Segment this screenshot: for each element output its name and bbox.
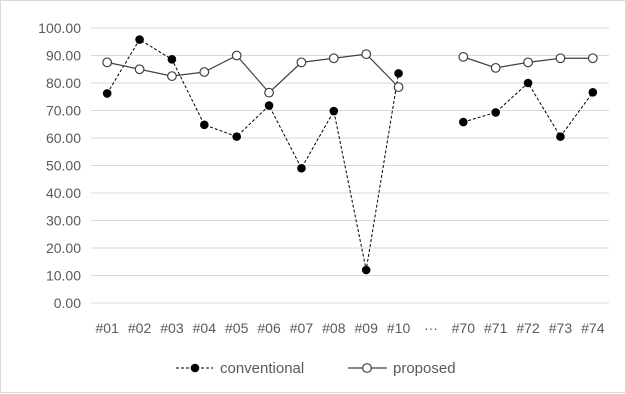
grid-lines — [91, 27, 609, 304]
series-group — [102, 35, 598, 275]
y-tick-label: 30.00 — [46, 213, 81, 229]
conventional-point — [102, 89, 112, 98]
x-tick-label: #03 — [160, 320, 184, 336]
y-tick-label: 80.00 — [46, 75, 81, 91]
y-tick-label: 90.00 — [46, 48, 81, 64]
conventional-line-segment-1 — [463, 82, 594, 138]
x-tick-label: #10 — [387, 320, 411, 336]
proposed-point — [199, 67, 210, 77]
conventional-point — [297, 163, 306, 173]
proposed-point — [555, 53, 566, 64]
legend-proposed-marker — [362, 363, 372, 373]
x-tick-label: #04 — [193, 320, 217, 336]
y-tick-label: 100.00 — [38, 20, 81, 36]
conventional-point — [491, 108, 500, 117]
x-tick-label: #05 — [225, 320, 249, 336]
x-tick-label: #70 — [452, 320, 476, 336]
x-tick-label: ··· — [424, 320, 438, 336]
legend-proposed-label: proposed — [393, 360, 456, 377]
proposed-point — [134, 64, 145, 75]
y-tick-label: 70.00 — [46, 103, 81, 119]
proposed-point — [167, 71, 177, 82]
proposed-point — [328, 53, 339, 64]
x-tick-label: #02 — [128, 320, 152, 336]
x-tick-label: #74 — [581, 320, 605, 336]
proposed-point — [458, 51, 469, 62]
x-tick-label: #07 — [290, 320, 314, 336]
conventional-point — [264, 101, 274, 110]
proposed-point — [587, 53, 598, 64]
conventional-line-segment-0 — [106, 38, 400, 271]
y-tick-label: 10.00 — [46, 268, 81, 284]
y-tick-label: 50.00 — [46, 158, 81, 174]
proposed-point — [296, 57, 307, 68]
x-tick-label: #71 — [484, 320, 508, 336]
conventional-point — [135, 35, 144, 44]
conventional-point — [588, 88, 598, 97]
legend: conventional proposed — [176, 360, 456, 377]
conventional-point — [167, 55, 177, 64]
proposed-point — [231, 50, 242, 61]
x-tick-label: #06 — [257, 320, 281, 336]
conventional-point — [232, 132, 241, 141]
y-tick-label: 40.00 — [46, 185, 81, 201]
x-tick-label: #01 — [96, 320, 120, 336]
proposed-point — [102, 57, 113, 68]
x-tick-label: #09 — [355, 320, 379, 336]
conventional-point — [556, 132, 565, 141]
x-tick-label: #72 — [516, 320, 540, 336]
conventional-point — [523, 78, 533, 88]
conventional-point — [459, 117, 468, 127]
conventional-point — [394, 69, 403, 78]
y-axis-ticks: 100.00 90.00 80.00 70.00 60.00 50.00 40.00 30.0… — [38, 20, 81, 311]
conventional-point — [200, 120, 209, 130]
legend-conventional-label: conventional — [220, 360, 304, 377]
proposed-point — [264, 87, 274, 98]
proposed-point — [393, 82, 404, 93]
x-axis-ticks: #01 #02 #03 #04 #05 #06 #07 #08 #09 #10 ··· #70 #71 #… — [96, 320, 605, 336]
y-tick-label: 0.00 — [54, 295, 81, 311]
conventional-point — [329, 106, 339, 116]
x-tick-label: #08 — [322, 320, 346, 336]
proposed-point — [361, 49, 372, 60]
legend-conventional-marker — [190, 363, 200, 373]
conventional-point — [361, 265, 371, 275]
x-tick-label: #73 — [549, 320, 573, 336]
y-tick-label: 60.00 — [46, 130, 81, 146]
proposed-line-segment-0 — [107, 53, 399, 94]
proposed-point — [490, 62, 501, 73]
y-tick-label: 20.00 — [46, 240, 81, 256]
proposed-point — [523, 57, 533, 68]
